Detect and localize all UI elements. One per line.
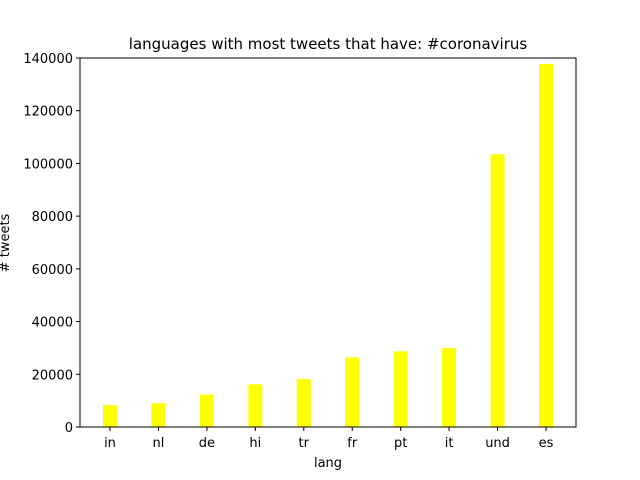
x-tick-label-hi: hi	[249, 436, 261, 451]
x-tick-label-fr: fr	[347, 436, 358, 451]
y-tick-label-20000: 20000	[32, 368, 73, 383]
chart-title: languages with most tweets that have: #c…	[129, 35, 528, 53]
x-axis-label: lang	[314, 456, 342, 471]
x-tick-label-es: es	[539, 436, 554, 451]
bar-pt	[393, 351, 408, 427]
y-axis-label: # tweets	[0, 213, 13, 272]
y-tick-label-140000: 140000	[23, 52, 73, 67]
x-tick-label-de: de	[199, 436, 215, 451]
y-tick-label-80000: 80000	[32, 210, 73, 225]
x-tick-label-it: it	[445, 436, 454, 451]
bar-und	[490, 154, 505, 428]
y-tick-label-100000: 100000	[23, 157, 73, 172]
bar-nl	[151, 403, 166, 427]
x-tick-label-und: und	[485, 436, 510, 451]
x-tick-label-tr: tr	[299, 436, 310, 451]
y-tick-label-0: 0	[65, 421, 73, 436]
plot-frame	[79, 57, 577, 428]
bar-in	[103, 405, 117, 427]
bar-de	[199, 394, 214, 427]
x-tick-label-nl: nl	[153, 436, 165, 451]
bar-it	[442, 347, 457, 427]
y-tick-label-60000: 60000	[32, 263, 73, 278]
bar-tr	[296, 379, 311, 427]
plot-area: in nl de hi tr fr pt it und es 0 20000 40000 60000 800…	[23, 52, 553, 451]
x-tick-label-pt: pt	[394, 436, 407, 451]
bar-es	[539, 63, 553, 427]
bar-fr	[345, 357, 360, 427]
y-tick-label-120000: 120000	[23, 105, 73, 120]
bar-hi	[248, 384, 263, 427]
x-tick-label-in: in	[104, 436, 116, 451]
y-tick-label-40000: 40000	[32, 316, 73, 331]
